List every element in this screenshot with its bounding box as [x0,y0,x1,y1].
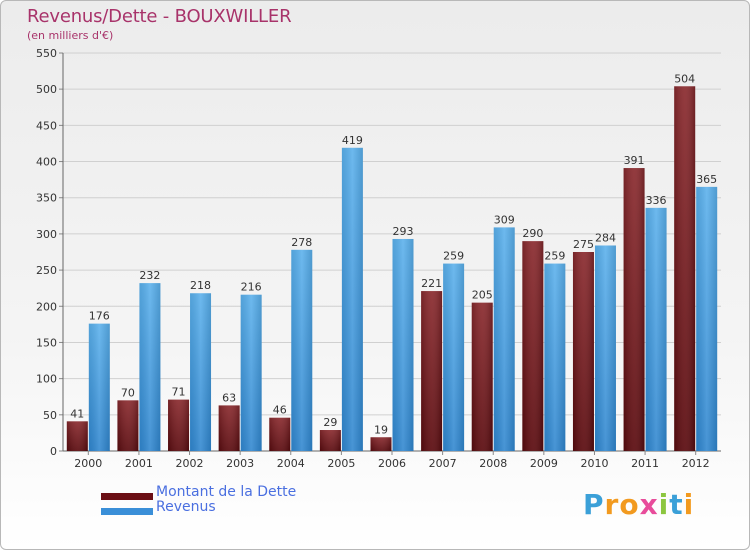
legend-swatch-debt [101,493,153,500]
bar-revenue-shade [594,245,616,451]
legend-label-debt: Montant de la Dette [156,484,297,500]
x-tick-label: 2001 [125,457,153,470]
bar-debt-shade [471,302,493,451]
y-tick-label: 400 [36,156,57,169]
bar-revenue-shade [291,249,313,451]
bar-revenue-shade [139,283,161,451]
x-tick-label: 2008 [479,457,507,470]
x-tick-label: 2009 [530,457,558,470]
y-tick-label: 100 [36,373,57,386]
data-label-revenue: 293 [393,225,414,238]
y-tick-label: 350 [36,192,57,205]
bar-debt-shade [421,291,443,451]
bar-revenue-shade [645,207,667,451]
proxiti-logo: Proxiti [583,488,694,521]
data-label-debt: 19 [374,423,388,436]
data-label-debt: 221 [421,277,442,290]
logo-letter: r [604,488,620,521]
bar-revenue-shade [190,293,212,451]
bar-revenue-shade [544,263,566,451]
data-label-debt: 205 [472,289,493,302]
bar-debt-shade [572,252,594,451]
logo-letter: i [683,488,695,521]
y-tick-label: 150 [36,336,57,349]
y-tick-label: 200 [36,300,57,313]
x-tick-label: 2000 [74,457,102,470]
data-label-revenue: 259 [544,250,565,263]
x-tick-label: 2007 [429,457,457,470]
bar-revenue-shade [392,238,414,451]
data-label-debt: 71 [172,386,186,399]
logo-letter: P [583,488,605,521]
bar-revenue-shade [240,294,262,451]
bar-debt-shade [117,400,139,451]
legend-label-revenue: Revenus [156,499,216,515]
data-label-debt: 70 [121,386,135,399]
x-tick-label: 2006 [378,457,406,470]
x-tick-label: 2003 [226,457,254,470]
bar-debt-shade [522,241,544,451]
data-label-debt: 391 [624,154,645,167]
legend-swatch-revenue [101,508,153,515]
x-tick-label: 2011 [631,457,659,470]
data-label-debt: 46 [273,404,287,417]
axis-layer: 0 50 100 150 200 250 300 350 400 450 500 550 2000 200… [36,47,721,470]
bar-debt-shade [674,86,696,452]
y-tick-label: 50 [43,409,57,422]
data-label-revenue: 419 [342,134,363,147]
data-label-debt: 290 [522,227,543,240]
x-tick-label: 2010 [580,457,608,470]
logo-letter: o [619,488,640,521]
data-label-revenue: 218 [190,279,211,292]
data-label-revenue: 232 [139,269,160,282]
bar-layer [66,86,718,452]
data-label-revenue: 309 [494,213,515,226]
label-layer: 41 176 70 232 71 218 63 216 46 278 29 419 19 293 221 25… [70,72,717,436]
x-tick-label: 2005 [327,457,355,470]
data-label-revenue: 176 [89,310,110,323]
y-tick-label: 300 [36,228,57,241]
data-label-revenue: 278 [291,236,312,249]
bar-revenue-shade [88,323,110,451]
data-label-debt: 63 [222,391,236,404]
bar-debt-shade [168,399,190,451]
bar-debt-shade [66,421,88,451]
logo-letter: t [669,488,684,521]
y-tick-label: 500 [36,83,57,96]
bar-debt-shade [218,405,240,451]
data-label-revenue: 336 [646,194,667,207]
data-label-revenue: 365 [696,173,717,186]
logo-letter: x [639,488,659,521]
bar-debt-shade [623,168,645,452]
y-tick-label: 0 [50,445,57,458]
x-tick-label: 2004 [277,457,305,470]
bar-debt-shade [269,417,291,451]
y-tick-label: 550 [36,47,57,60]
data-label-revenue: 259 [443,250,464,263]
bar-revenue-shade [493,227,515,451]
data-label-debt: 275 [573,238,594,251]
chart-title: Revenus/Dette - BOUXWILLER [27,6,292,27]
data-label-revenue: 216 [241,281,262,294]
x-tick-label: 2012 [682,457,710,470]
x-tick-label: 2002 [176,457,204,470]
data-label-debt: 504 [674,72,695,85]
data-label-revenue: 284 [595,231,616,244]
bar-revenue-shade [443,263,465,451]
grid-layer [63,52,721,452]
y-tick-label: 250 [36,264,57,277]
logo-letter: i [658,488,670,521]
data-label-debt: 41 [70,407,84,420]
bar-debt-shade [370,437,392,451]
bar-revenue-shade [341,147,363,451]
bar-revenue-shade [696,186,718,451]
y-tick-label: 450 [36,119,57,132]
bar-debt-shade [319,430,341,451]
data-label-debt: 29 [323,416,337,429]
chart-subtitle: (en milliers d'€) [27,29,114,42]
